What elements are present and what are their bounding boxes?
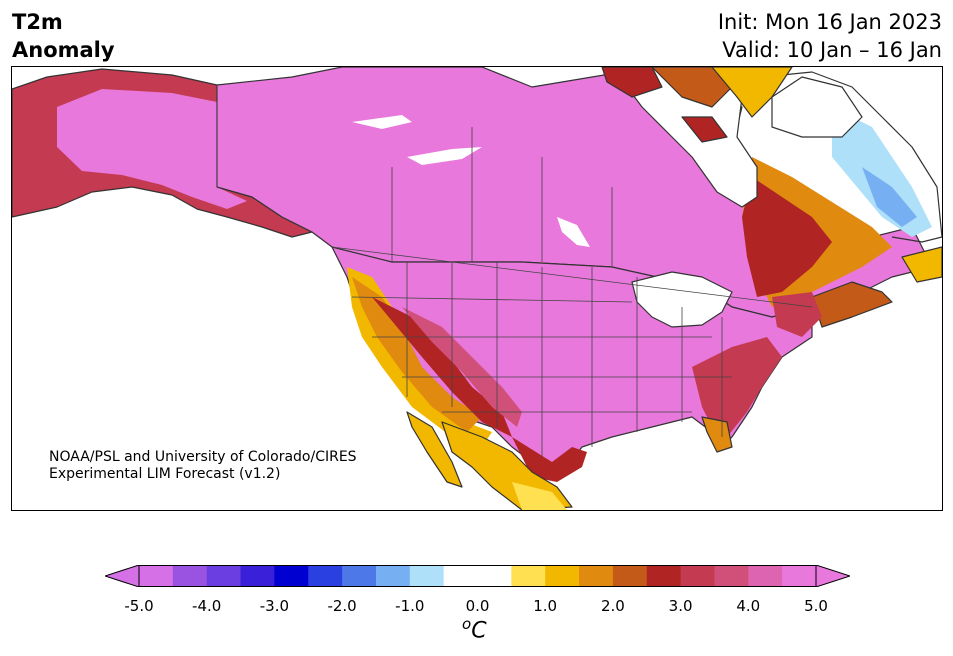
colorbar-outline [138,565,817,587]
arctic-island-1 [651,67,733,108]
init-date: Init: Mon 16 Jan 2023 [717,10,942,34]
colorbar-cell [511,565,546,587]
colorbar-cell [714,565,749,587]
colorbar-tick-label: 0.0 [465,597,490,615]
colorbar-cell [172,565,208,587]
credit-line-2: Experimental LIM Forecast (v1.2) [49,466,281,482]
colorbar-tick-label: 5.0 [804,597,828,615]
land-layer [12,67,942,510]
colorbar-cell [545,565,580,587]
great-slave-lake [407,147,482,165]
greenland-land [771,76,863,138]
colorbar-cell [579,565,614,587]
anomaly-map: NOAA/PSL and University of Colorado/CIRE… [11,66,943,511]
great-bear-lake [352,115,412,129]
mexico [441,421,573,510]
colorbar-tick-label: -5.0 [124,597,154,615]
forecast-dates: Init: Mon 16 Jan 2023 Valid: 10 Jan – 16… [718,8,942,64]
map-title: T2m Anomaly [12,8,115,64]
colorbar-cells [139,565,817,587]
unit-degree: o [462,615,472,633]
colorbar-cell [342,565,377,587]
valid-range: Valid: 10 Jan – 16 Jan [722,38,942,62]
canada-east-inner [742,177,832,297]
alaska-core [57,89,247,209]
newfoundland [901,246,942,283]
colorbar-tick-label: 4.0 [736,597,761,615]
colorbar-cell [782,565,817,587]
labrador-cool-inner [862,167,917,227]
colorbar-tick-label: -3.0 [259,597,290,615]
us-west-warm-mid [352,277,482,432]
colorbar-cell [443,565,478,587]
colorbar-cell [139,565,174,587]
colorbar-over-arrow [815,565,850,587]
lake-winnipeg [557,217,590,247]
us-southeast-warm [692,337,782,437]
anomaly-map-canvas [12,67,942,510]
unit-base: C [471,618,487,644]
colorbar-cell [612,565,648,587]
colorbar-cell [308,565,343,587]
arctic-island-2 [601,67,663,98]
title-line-2: Anomaly [12,38,115,62]
colorbar-cell [477,565,512,587]
colorbar-cell [375,565,411,587]
boundaries [216,85,813,457]
colorbar-cell [206,565,242,587]
colorbar-tick-label: 3.0 [668,597,693,615]
colorbar-under-arrow [105,565,140,587]
colorbar-cell [240,565,275,587]
colorbar-cell [409,565,445,587]
maritimes [811,281,893,328]
map-credit: NOAA/PSL and University of Colorado/CIRE… [49,449,357,483]
colorbar-cell [274,565,309,587]
great-lakes [631,271,733,328]
colorbar-unit: oC [462,615,487,643]
credit-line-1: NOAA/PSL and University of Colorado/CIRE… [49,449,357,465]
colorbar-tick-label: -1.0 [395,597,425,615]
colorbar-cell [680,565,715,587]
colorbar-cell [748,565,783,587]
title-line-1: T2m [12,10,63,34]
colorbar-tick-label: -2.0 [327,597,357,615]
labrador-land [761,71,942,243]
colorbar-cell [646,565,682,587]
labrador-cool [832,107,932,237]
greenland-fringe [711,67,793,118]
baja-california [406,411,463,488]
mexico-yellow [512,482,567,510]
colorbar-tick-label: -4.0 [192,597,222,615]
florida [701,416,733,453]
colorbar [105,565,850,587]
colorbar-tick-label: 1.0 [533,597,558,615]
arctic-island-3 [681,116,728,143]
colorbar-tick-label: 2.0 [600,597,625,615]
